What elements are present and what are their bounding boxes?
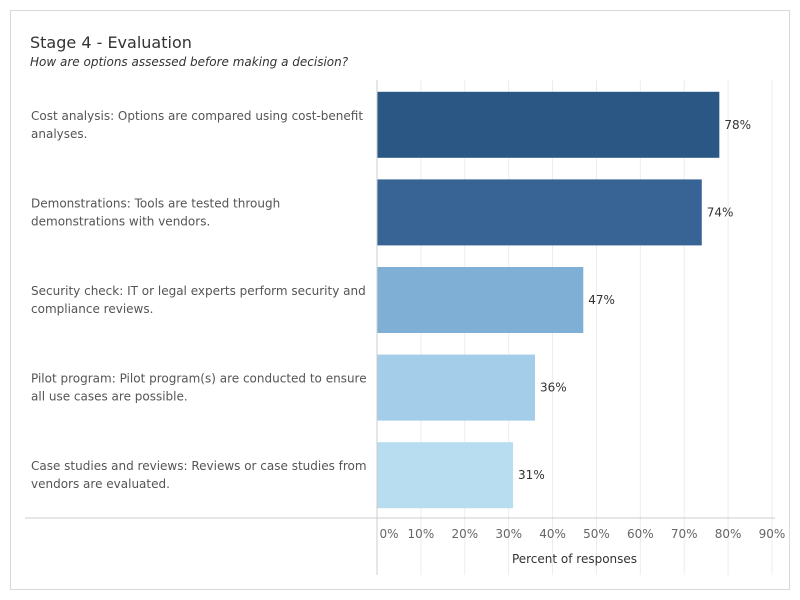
category-label: analyses. — [31, 127, 87, 141]
category-label: Demonstrations: Tools are tested through — [31, 196, 280, 210]
bar — [377, 354, 535, 421]
chart-title: Stage 4 - Evaluation — [30, 33, 192, 52]
bar — [377, 267, 584, 333]
x-tick-label: 90% — [759, 527, 786, 541]
category-label: Pilot program: Pilot program(s) are cond… — [31, 372, 367, 386]
category-label: Case studies and reviews: Reviews or cas… — [31, 459, 367, 473]
x-tick-label: 0% — [379, 527, 398, 541]
category-label: demonstrations with vendors. — [31, 214, 210, 228]
category-label: Cost analysis: Options are compared usin… — [31, 109, 363, 123]
category-label: Security check: IT or legal experts perf… — [31, 284, 366, 298]
x-tick-label: 50% — [583, 527, 610, 541]
x-tick-label: 80% — [715, 527, 742, 541]
x-tick-label: 60% — [627, 527, 654, 541]
category-label: vendors are evaluated. — [31, 477, 170, 491]
x-tick-label: 30% — [495, 527, 522, 541]
category-label: all use cases are possible. — [31, 390, 188, 404]
data-label: 31% — [518, 468, 545, 482]
x-axis-title: Percent of responses — [512, 552, 637, 566]
category-label: compliance reviews. — [31, 302, 153, 316]
bar — [377, 91, 720, 158]
bar — [377, 179, 702, 246]
chart-subtitle: How are options assessed before making a… — [30, 55, 349, 69]
data-label: 47% — [588, 293, 615, 307]
x-tick-label: 70% — [671, 527, 698, 541]
data-label: 78% — [724, 118, 751, 132]
bar — [377, 442, 514, 509]
x-tick-label: 20% — [451, 527, 478, 541]
data-label: 74% — [707, 205, 734, 219]
x-tick-label: 40% — [539, 527, 566, 541]
x-tick-label: 10% — [408, 527, 435, 541]
data-label: 36% — [540, 381, 567, 395]
